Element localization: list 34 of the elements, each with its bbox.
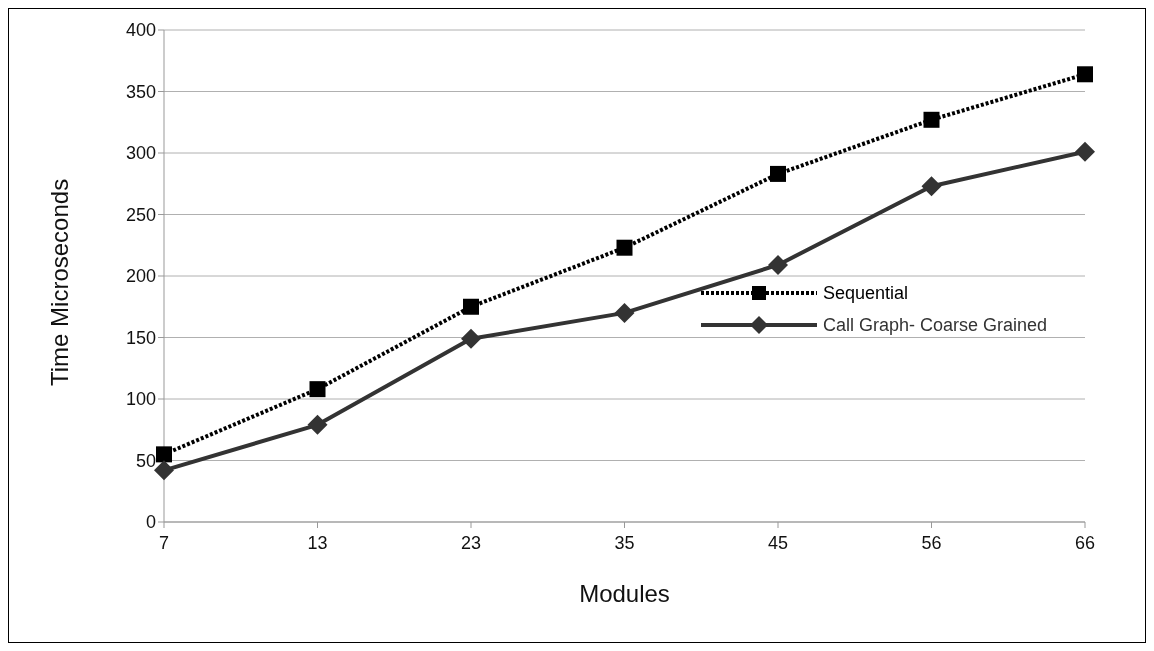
text: Call Graph- Coarse Grained [823, 314, 1048, 336]
y-tick-label: 200 [125, 266, 156, 287]
x-tick-label: 23 [460, 532, 482, 553]
point [1077, 66, 1093, 83]
x-tick-label: 45 [767, 532, 789, 553]
y-tick-label: 150 [125, 327, 156, 348]
y-tick-label: 100 [125, 389, 156, 410]
point [614, 302, 635, 323]
y-axis-title: Time Microseconds [45, 178, 73, 386]
point [154, 460, 174, 481]
x-tick-label: 13 [307, 532, 328, 553]
y-tick-label: 50 [135, 450, 156, 471]
point [461, 328, 481, 349]
x-tick-label: 7 [158, 532, 170, 553]
point [309, 381, 326, 398]
y-tick-label: 350 [125, 81, 156, 102]
x-tick-label: 66 [1074, 532, 1096, 553]
y-tick-label: 0 [145, 512, 156, 533]
text: Sequential [823, 282, 909, 304]
y-tick-label: 400 [125, 20, 156, 41]
x-tick-label: 56 [921, 532, 942, 553]
point [1075, 141, 1095, 162]
point [463, 298, 479, 315]
point [616, 239, 633, 256]
y-tick-label: 250 [125, 204, 156, 225]
point [770, 165, 786, 182]
point [921, 176, 942, 197]
x-axis-title: Modules [579, 580, 670, 607]
point [768, 254, 788, 275]
y-tick-label: 300 [125, 143, 156, 164]
point [923, 111, 940, 128]
point [307, 414, 328, 435]
x-tick-label: 35 [614, 532, 635, 553]
point [156, 446, 172, 463]
